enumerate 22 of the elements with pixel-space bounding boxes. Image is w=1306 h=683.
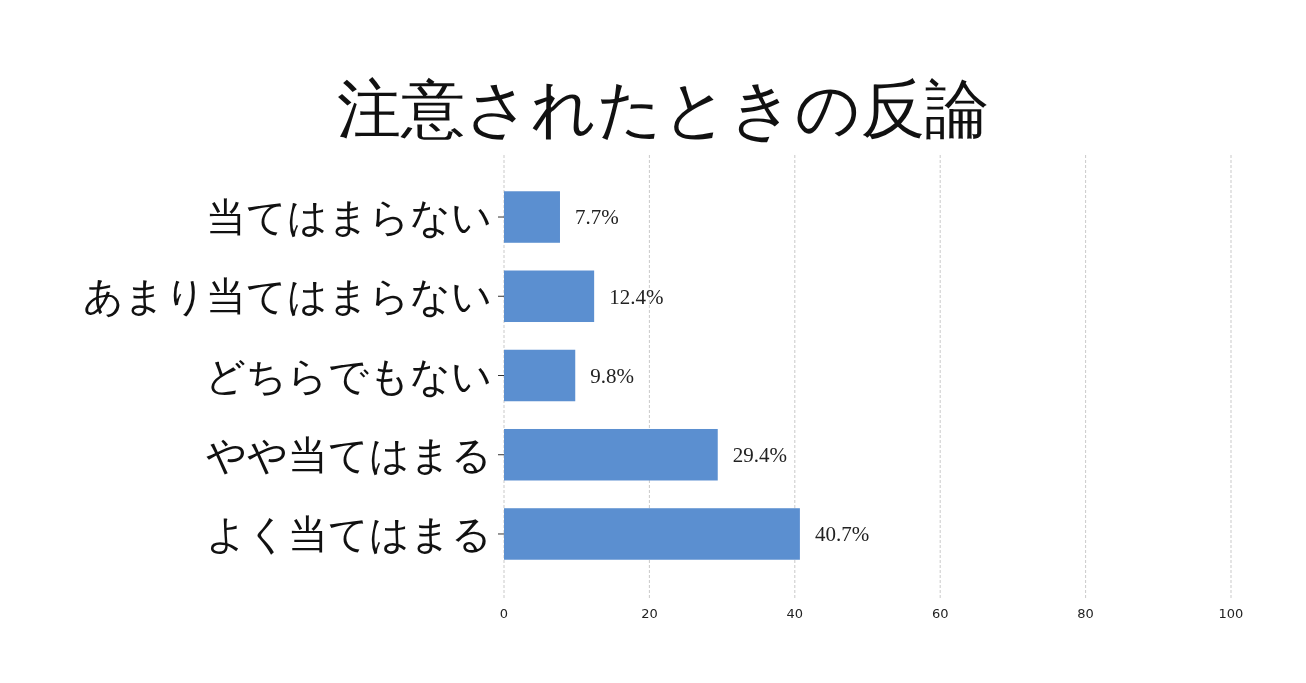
x-tick-label: 20 — [641, 606, 658, 621]
x-tick-label: 60 — [931, 606, 949, 621]
bar — [504, 270, 595, 323]
bar — [504, 191, 560, 243]
chart-title: 注意されたときの反論 — [336, 74, 989, 145]
y-tick-label: よく当てはまる — [206, 511, 492, 557]
bar — [504, 349, 576, 402]
x-tick-label: 0 — [499, 606, 509, 621]
bar — [504, 428, 718, 481]
data-label: 40.7% — [814, 522, 870, 547]
data-label: 29.4% — [732, 443, 787, 468]
y-tick-label: やや当てはまる — [206, 432, 492, 478]
x-tick-label: 80 — [1077, 606, 1094, 621]
x-tick-label: 100 — [1218, 606, 1244, 621]
data-label: 9.8% — [590, 363, 634, 388]
data-label: 7.7% — [574, 205, 619, 230]
y-tick-label: 当てはまらない — [206, 195, 492, 241]
bar — [504, 508, 800, 560]
y-tick-label: どちらでもない — [205, 353, 492, 399]
data-label: 12.4% — [609, 284, 664, 309]
y-tick-label: あまり当てはまらない — [83, 274, 492, 320]
x-tick-label: 40 — [786, 606, 804, 621]
